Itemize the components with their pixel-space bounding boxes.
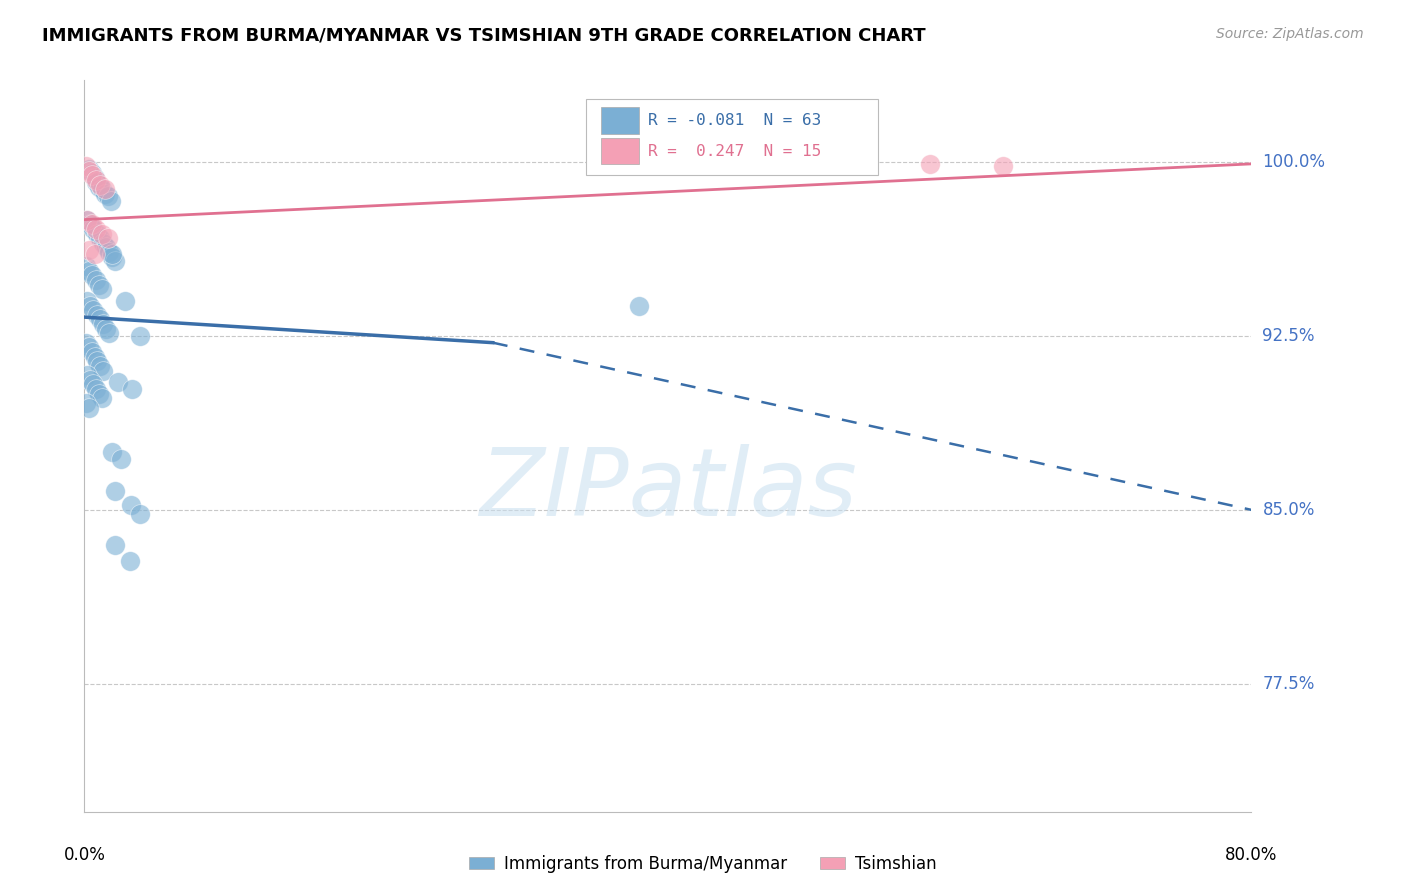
Point <box>76 368 98 383</box>
Point <box>128 508 150 522</box>
Legend: Immigrants from Burma/Myanmar, Tsimshian: Immigrants from Burma/Myanmar, Tsimshian <box>463 848 943 880</box>
Point <box>80 217 103 231</box>
Point <box>80 169 103 183</box>
Point <box>83 170 105 185</box>
Point <box>86 354 108 368</box>
Point <box>97 231 120 245</box>
Point <box>110 451 132 466</box>
Point <box>91 235 114 250</box>
Point <box>83 247 105 261</box>
Point <box>87 386 110 401</box>
Point <box>87 180 110 194</box>
Point <box>87 277 110 292</box>
Point <box>920 157 942 171</box>
Point <box>101 247 124 261</box>
Point <box>76 293 98 308</box>
Point <box>84 222 107 236</box>
Point <box>993 159 1015 173</box>
Point <box>82 303 104 318</box>
Point <box>77 243 100 257</box>
Point <box>86 308 108 322</box>
FancyBboxPatch shape <box>602 107 638 134</box>
Point <box>80 268 103 283</box>
Point <box>75 335 97 350</box>
Text: 85.0%: 85.0% <box>1263 500 1315 519</box>
Point <box>96 240 118 254</box>
Point <box>107 375 129 389</box>
Point <box>80 166 103 180</box>
Point <box>121 382 143 396</box>
Point <box>79 217 101 231</box>
Text: 80.0%: 80.0% <box>1225 847 1278 864</box>
Point <box>118 554 141 568</box>
Point <box>101 250 124 264</box>
Point <box>91 317 114 331</box>
FancyBboxPatch shape <box>586 99 877 176</box>
Point <box>101 445 124 459</box>
Text: R = -0.081  N = 63: R = -0.081 N = 63 <box>648 113 821 128</box>
Point <box>97 189 120 203</box>
Point <box>75 259 97 273</box>
Text: 77.5%: 77.5% <box>1263 675 1315 693</box>
Point <box>84 173 107 187</box>
Point <box>84 273 107 287</box>
Point <box>79 373 101 387</box>
Text: IMMIGRANTS FROM BURMA/MYANMAR VS TSIMSHIAN 9TH GRADE CORRELATION CHART: IMMIGRANTS FROM BURMA/MYANMAR VS TSIMSHI… <box>42 27 925 45</box>
Point <box>76 212 98 227</box>
Point <box>128 328 150 343</box>
Point <box>77 401 100 415</box>
Point <box>86 227 108 241</box>
Point <box>84 176 107 190</box>
Point <box>104 254 127 268</box>
Point <box>89 312 111 326</box>
Point <box>94 187 117 202</box>
FancyBboxPatch shape <box>602 138 638 164</box>
Text: ZIPatlas: ZIPatlas <box>479 444 856 535</box>
Point <box>100 194 122 208</box>
Point <box>104 538 127 552</box>
Text: Source: ZipAtlas.com: Source: ZipAtlas.com <box>1216 27 1364 41</box>
Point <box>90 392 112 406</box>
Point <box>89 359 111 373</box>
Point <box>120 498 142 512</box>
Point <box>91 363 114 377</box>
Point <box>75 159 97 173</box>
Point <box>89 231 111 245</box>
Point <box>627 299 650 313</box>
Point <box>98 326 121 341</box>
Point <box>77 164 100 178</box>
Point <box>77 340 100 354</box>
Point <box>84 382 107 396</box>
Point <box>98 245 121 260</box>
Point <box>104 484 127 499</box>
Point <box>77 161 100 176</box>
Point <box>90 227 112 241</box>
Point <box>83 350 105 364</box>
Point <box>114 293 136 308</box>
Point <box>96 322 118 336</box>
Point <box>76 212 98 227</box>
Point <box>79 299 101 313</box>
Point <box>90 282 112 296</box>
Point <box>80 345 103 359</box>
Point <box>82 222 104 236</box>
Point <box>82 377 104 392</box>
Text: 100.0%: 100.0% <box>1263 153 1326 170</box>
Text: 92.5%: 92.5% <box>1263 326 1315 344</box>
Point <box>94 182 117 196</box>
Point <box>90 182 112 196</box>
Text: R =  0.247  N = 15: R = 0.247 N = 15 <box>648 144 821 159</box>
Point <box>75 396 97 410</box>
Point <box>89 178 111 192</box>
Text: 0.0%: 0.0% <box>63 847 105 864</box>
Point <box>77 263 100 277</box>
